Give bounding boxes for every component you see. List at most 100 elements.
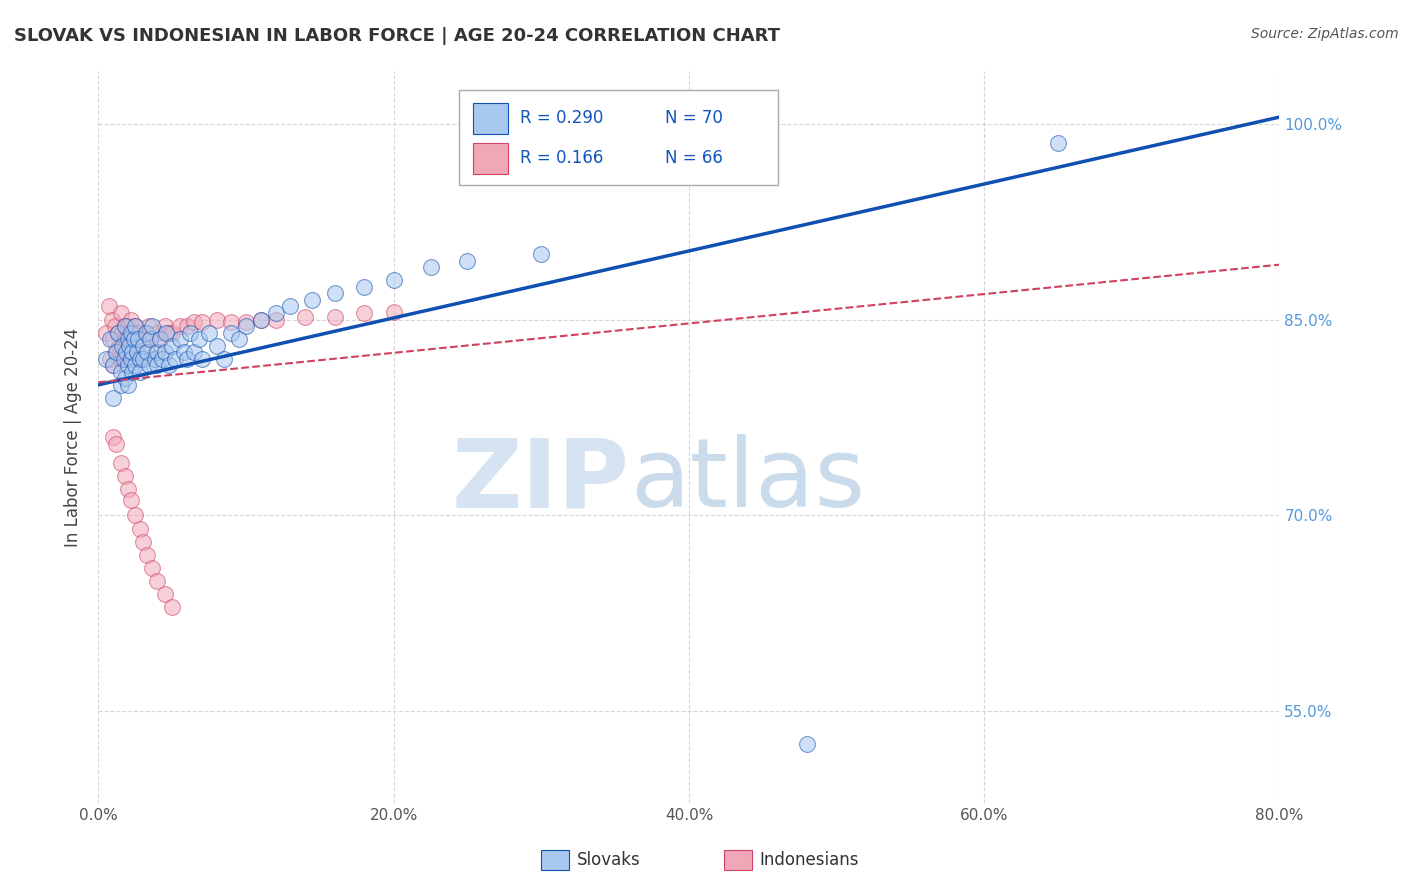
Point [115,332,138,346]
Point [110,377,132,392]
Point [153,345,176,359]
Text: atlas: atlas [630,434,865,527]
Point [157,358,180,372]
Point [146,345,169,359]
Point [103,332,125,346]
Point [169,319,191,334]
Point [205,339,228,353]
Point [107,326,129,340]
Point [105,345,128,359]
Point [173,345,195,359]
Point [183,345,205,359]
FancyBboxPatch shape [472,103,508,134]
Point [120,492,142,507]
Point [278,300,302,314]
Point [124,319,146,334]
Point [323,310,346,324]
Point [155,326,177,340]
Point [187,332,209,346]
Point [169,332,191,346]
Point [136,548,159,562]
Point [191,315,214,329]
Point [250,312,273,326]
Point [141,560,163,574]
Point [796,737,818,751]
Point [264,312,287,326]
Point [114,319,136,334]
Point [235,319,257,334]
Point [112,351,135,366]
Point [117,358,139,372]
Point [149,332,172,346]
Point [128,351,150,366]
Point [103,358,125,372]
Point [108,339,131,353]
Point [121,345,143,359]
Point [118,326,141,340]
Point [212,351,235,366]
Point [115,345,138,359]
Point [235,315,257,329]
Point [138,319,160,334]
Point [353,306,375,320]
Point [125,345,148,359]
Text: Source: ZipAtlas.com: Source: ZipAtlas.com [1251,27,1399,41]
Point [264,306,287,320]
Point [114,371,136,385]
Point [138,358,160,372]
Point [124,358,146,372]
Point [250,312,273,326]
Point [128,351,150,366]
Point [228,332,250,346]
Point [456,253,478,268]
Text: ZIP: ZIP [451,434,630,527]
FancyBboxPatch shape [458,90,778,185]
Point [122,332,145,346]
Point [146,574,169,588]
Point [114,319,136,334]
Point [97,300,120,314]
Point [110,306,132,320]
Point [128,365,150,379]
Point [139,332,162,346]
Point [136,345,159,359]
Point [98,332,121,346]
Point [117,345,139,359]
Point [117,377,139,392]
Text: N = 66: N = 66 [665,149,723,168]
Point [162,326,183,340]
Point [135,326,157,340]
Point [146,326,169,340]
Point [100,312,122,326]
Point [120,326,142,340]
Point [103,358,125,372]
Point [110,456,132,470]
Point [146,358,169,372]
Text: SLOVAK VS INDONESIAN IN LABOR FORCE | AGE 20-24 CORRELATION CHART: SLOVAK VS INDONESIAN IN LABOR FORCE | AG… [14,27,780,45]
Point [105,345,128,359]
Point [104,319,127,334]
Point [107,326,129,340]
Point [382,304,405,318]
Point [122,326,145,340]
Point [153,587,176,601]
Point [127,326,149,340]
Point [103,391,125,405]
Point [149,332,172,346]
Point [301,293,323,307]
Point [121,332,143,346]
Point [132,351,155,366]
Point [219,315,242,329]
Point [110,351,132,366]
Text: Indonesians: Indonesians [759,851,859,869]
Point [124,319,146,334]
Point [179,326,201,340]
Point [121,365,143,379]
Text: R = 0.166: R = 0.166 [520,149,603,168]
Y-axis label: In Labor Force | Age 20-24: In Labor Force | Age 20-24 [65,327,83,547]
Point [110,365,132,379]
Point [191,351,214,366]
Point [94,326,117,340]
Point [125,339,148,353]
Point [353,280,375,294]
